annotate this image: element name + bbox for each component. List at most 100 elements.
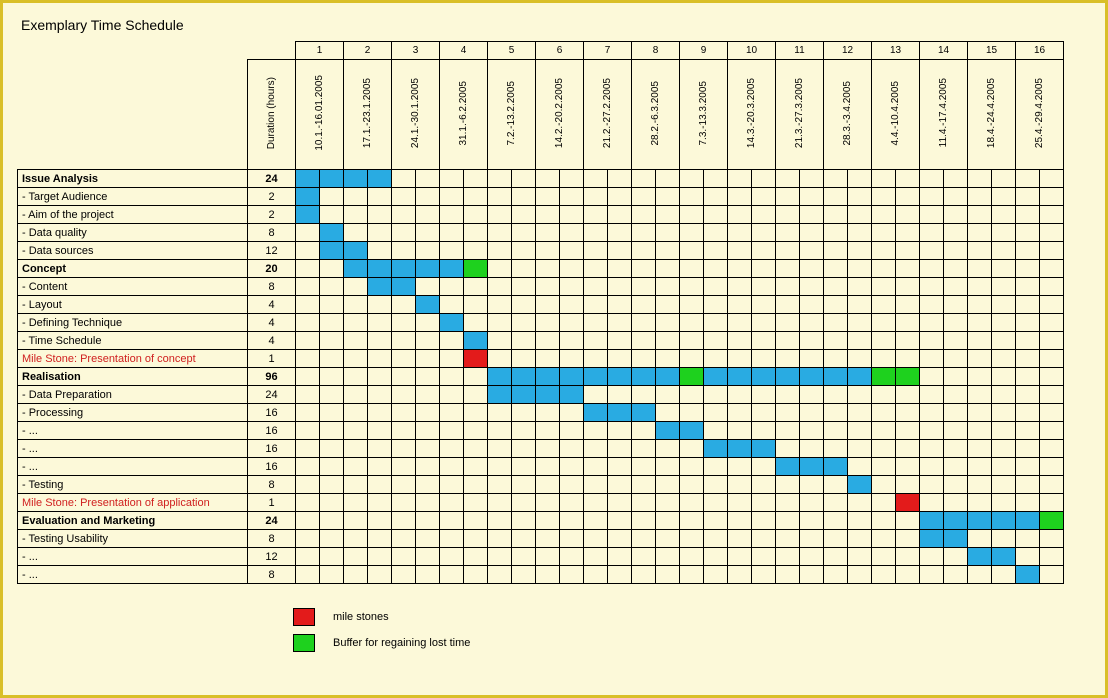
gantt-cell — [536, 296, 560, 314]
week-range: 14.2.-20.2.2005 — [536, 60, 584, 170]
gantt-cell — [896, 404, 920, 422]
gantt-cell — [560, 332, 584, 350]
gantt-cell — [896, 548, 920, 566]
week-number: 10 — [728, 42, 776, 60]
gantt-cell — [1016, 458, 1040, 476]
gantt-cell — [464, 278, 488, 296]
task-duration: 8 — [248, 476, 296, 494]
gantt-cell — [416, 170, 440, 188]
gantt-row: - Testing Usability8 — [18, 530, 1064, 548]
gantt-cell — [608, 224, 632, 242]
gantt-cell — [800, 170, 824, 188]
gantt-cell — [320, 440, 344, 458]
gantt-cell — [920, 368, 944, 386]
gantt-cell — [440, 422, 464, 440]
gantt-cell — [296, 368, 320, 386]
gantt-cell — [320, 476, 344, 494]
gantt-cell — [632, 530, 656, 548]
task-duration: 16 — [248, 422, 296, 440]
gantt-cell — [488, 422, 512, 440]
gantt-cell — [968, 458, 992, 476]
gantt-cell — [512, 512, 536, 530]
gantt-cell — [680, 440, 704, 458]
corner-blank — [18, 42, 248, 60]
gantt-cell — [344, 386, 368, 404]
gantt-cell — [824, 386, 848, 404]
task-label: Mile Stone: Presentation of concept — [18, 350, 248, 368]
task-label: - ... — [18, 548, 248, 566]
gantt-cell — [728, 458, 752, 476]
gantt-cell — [1040, 350, 1064, 368]
gantt-cell — [872, 368, 896, 386]
gantt-cell — [728, 422, 752, 440]
gantt-cell — [656, 350, 680, 368]
week-range: 11.4.-17.4.2005 — [920, 60, 968, 170]
gantt-cell — [1040, 206, 1064, 224]
gantt-cell — [1040, 242, 1064, 260]
gantt-cell — [680, 368, 704, 386]
gantt-cell — [968, 422, 992, 440]
gantt-cell — [800, 206, 824, 224]
gantt-cell — [608, 368, 632, 386]
gantt-cell — [416, 332, 440, 350]
gantt-cell — [1040, 314, 1064, 332]
gantt-cell — [368, 206, 392, 224]
task-duration: 20 — [248, 260, 296, 278]
gantt-cell — [848, 566, 872, 584]
gantt-cell — [560, 314, 584, 332]
gantt-cell — [584, 548, 608, 566]
gantt-cell — [440, 512, 464, 530]
gantt-cell — [320, 260, 344, 278]
gantt-cell — [704, 458, 728, 476]
gantt-cell — [968, 386, 992, 404]
gantt-cell — [416, 566, 440, 584]
gantt-cell — [296, 530, 320, 548]
gantt-cell — [872, 566, 896, 584]
gantt-cell — [560, 458, 584, 476]
gantt-cell — [512, 332, 536, 350]
gantt-cell — [824, 350, 848, 368]
gantt-cell — [560, 530, 584, 548]
gantt-cell — [1016, 260, 1040, 278]
gantt-cell — [344, 530, 368, 548]
gantt-cell — [464, 242, 488, 260]
gantt-cell — [560, 242, 584, 260]
gantt-cell — [992, 494, 1016, 512]
gantt-cell — [560, 260, 584, 278]
gantt-cell — [608, 530, 632, 548]
gantt-cell — [656, 224, 680, 242]
gantt-cell — [296, 188, 320, 206]
gantt-cell — [608, 188, 632, 206]
gantt-cell — [656, 440, 680, 458]
gantt-cell — [488, 530, 512, 548]
gantt-cell — [368, 476, 392, 494]
gantt-cell — [464, 224, 488, 242]
gantt-cell — [512, 314, 536, 332]
task-label: - Defining Technique — [18, 314, 248, 332]
gantt-cell — [872, 170, 896, 188]
week-number: 3 — [392, 42, 440, 60]
gantt-cell — [392, 458, 416, 476]
task-duration: 1 — [248, 350, 296, 368]
gantt-row: - ...8 — [18, 566, 1064, 584]
gantt-cell — [944, 368, 968, 386]
gantt-cell — [680, 512, 704, 530]
gantt-cell — [296, 314, 320, 332]
gantt-cell — [344, 476, 368, 494]
gantt-cell — [848, 260, 872, 278]
week-range: 21.3.-27.3.2005 — [776, 60, 824, 170]
gantt-cell — [752, 476, 776, 494]
gantt-cell — [584, 224, 608, 242]
gantt-cell — [752, 422, 776, 440]
gantt-cell — [944, 530, 968, 548]
gantt-cell — [848, 422, 872, 440]
gantt-cell — [704, 404, 728, 422]
gantt-row: - ...16 — [18, 422, 1064, 440]
gantt-cell — [680, 260, 704, 278]
gantt-cell — [536, 422, 560, 440]
gantt-cell — [320, 458, 344, 476]
gantt-cell — [776, 350, 800, 368]
gantt-cell — [704, 278, 728, 296]
gantt-cell — [656, 458, 680, 476]
gantt-cell — [896, 332, 920, 350]
